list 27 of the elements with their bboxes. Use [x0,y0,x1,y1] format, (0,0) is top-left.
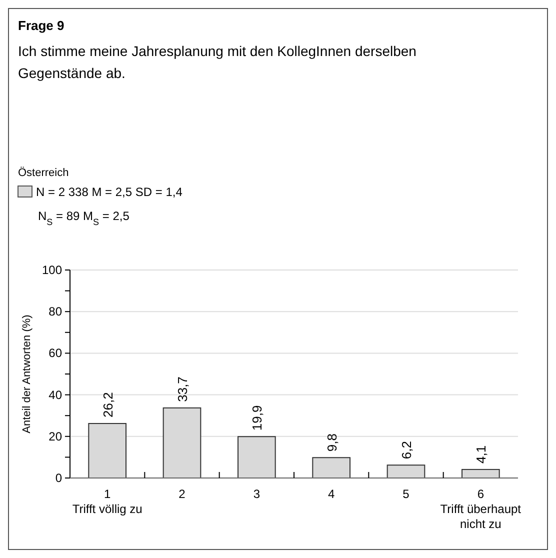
y-tick-label: 80 [48,304,62,319]
chart-subtitle: Ich stimme meine Jahresplanung mit den KollegInnen derselben Gegenstände ab. [18,43,416,81]
data-label: 26,2 [100,392,116,418]
legend-label: N = 2 338 M = 2,5 SD = 1,4 [36,185,183,199]
y-tick-label: 20 [48,429,62,444]
text: N$_{S}$ = 89 M$_{S}$ = 2,5 [38,209,130,227]
bar [462,468,500,478]
data-label: 33,7 [175,376,190,402]
y-tick-label: 100 [42,263,62,277]
data-label: 6,2 [399,441,414,460]
y-tick-label: 40 [48,388,62,402]
x-tick-label: 1 Trifft völlig zu [72,487,142,516]
data-label: 9,8 [324,434,340,452]
y-tick-label: 0 [55,471,62,485]
y-axis-title: Anteil der Antworten (%) [21,314,33,434]
x-tick-label: 6 Trifft überhaupt nicht zu [440,487,522,531]
bar [386,464,426,478]
chart-title: Frage 9 [18,18,64,33]
data-label: 4,1 [474,445,489,464]
x-tick-label: 5 [402,487,410,501]
bar [312,457,350,478]
x-tick-label: 2 [178,487,186,501]
x-tick-label: 4 [328,487,335,501]
x-tick-label: 3 [253,487,260,501]
legend-title: Österreich [18,166,69,179]
y-tick-label: 60 [48,346,62,360]
data-label: 19,9 [250,405,265,431]
